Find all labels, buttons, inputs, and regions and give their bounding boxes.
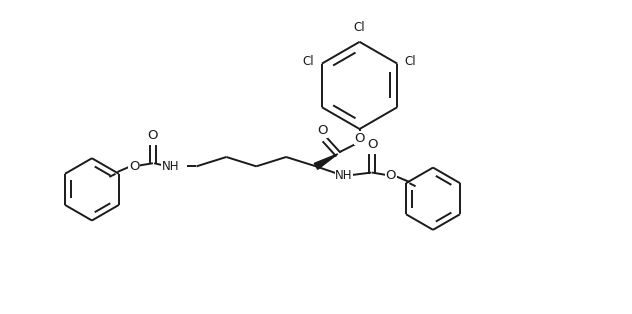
Text: O: O xyxy=(355,132,365,145)
Polygon shape xyxy=(314,154,337,169)
Text: Cl: Cl xyxy=(303,55,314,68)
Text: O: O xyxy=(317,124,327,137)
Text: O: O xyxy=(148,129,158,142)
Text: O: O xyxy=(367,138,377,151)
Text: NH: NH xyxy=(162,160,179,173)
Text: Cl: Cl xyxy=(404,55,416,68)
Text: NH: NH xyxy=(335,169,353,182)
Text: Cl: Cl xyxy=(354,21,365,34)
Text: O: O xyxy=(129,160,140,173)
Text: O: O xyxy=(386,169,396,182)
